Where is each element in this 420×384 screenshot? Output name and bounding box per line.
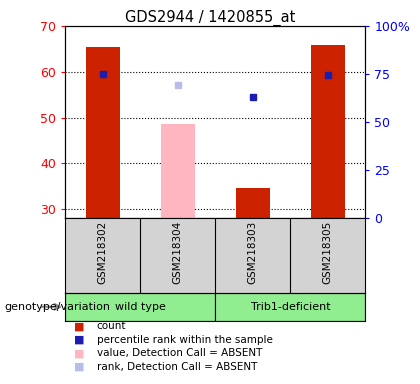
Text: ■: ■ [74,362,84,372]
Text: value, Detection Call = ABSENT: value, Detection Call = ABSENT [97,348,262,358]
Text: count: count [97,321,126,331]
Text: GSM218304: GSM218304 [173,220,183,284]
Text: ■: ■ [74,348,84,358]
Text: wild type: wild type [115,302,165,312]
Text: GSM218303: GSM218303 [248,220,258,284]
Bar [311,45,345,218]
Text: ■: ■ [74,321,84,331]
Bar [236,189,270,218]
Text: Trib1-deficient: Trib1-deficient [250,302,330,312]
Text: percentile rank within the sample: percentile rank within the sample [97,335,273,345]
Text: rank, Detection Call = ABSENT: rank, Detection Call = ABSENT [97,362,257,372]
Text: GDS2944 / 1420855_at: GDS2944 / 1420855_at [125,10,295,26]
Bar [215,293,365,321]
Bar [161,124,194,218]
Bar [86,47,120,218]
Text: genotype/variation: genotype/variation [4,302,110,312]
Text: GSM218305: GSM218305 [323,220,333,284]
Text: GSM218302: GSM218302 [97,220,108,284]
Text: ■: ■ [74,335,84,345]
Bar [65,293,215,321]
